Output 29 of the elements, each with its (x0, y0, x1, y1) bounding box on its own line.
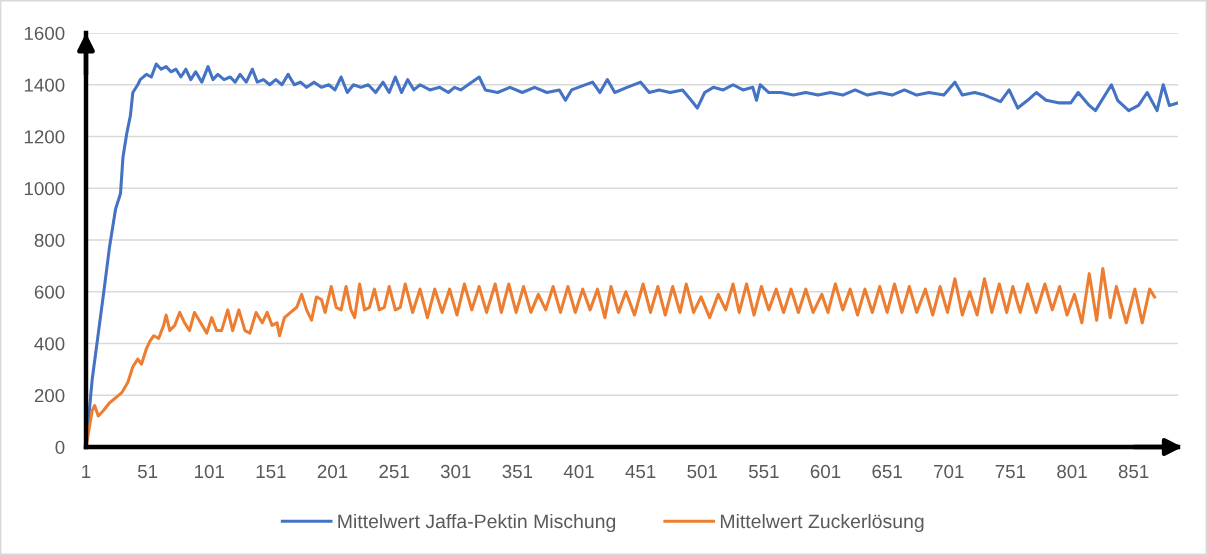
x-tick-label: 401 (563, 464, 594, 479)
x-tick-label: 101 (195, 464, 224, 479)
legend-label: Mittelwert Zuckerlösung (720, 513, 924, 533)
x-tick-label: 751 (995, 465, 1026, 479)
x-tick-label: 151 (256, 465, 286, 479)
y-tick-label: 800 (34, 233, 65, 247)
x-tick-label: 351 (502, 464, 533, 479)
x-tick-label: 251 (379, 464, 409, 479)
x-tick-label: 551 (748, 465, 779, 479)
y-tick-label: 1000 (24, 181, 65, 196)
y-tick-label: 1200 (24, 130, 65, 144)
x-tick-label: 451 (625, 465, 656, 479)
x-tick-label: 301 (440, 464, 471, 479)
y-tick-label: 400 (34, 337, 65, 351)
x-tick-label: 201 (317, 464, 348, 479)
x-tick-label: 851 (1118, 464, 1149, 479)
x-tick-label: 51 (137, 465, 158, 479)
x-tick-label: 1 (82, 465, 91, 478)
y-tick-label: 0 (55, 440, 65, 454)
x-tick-label: 701 (934, 464, 964, 479)
y-tick-label: 1400 (24, 78, 65, 92)
y-tick-label: 600 (34, 285, 65, 299)
y-tick-label: 1600 (24, 26, 65, 40)
x-tick-label: 601 (810, 464, 841, 479)
x-tick-label: 801 (1057, 464, 1087, 479)
x-tick-label: 651 (872, 464, 902, 479)
x-tick-label: 501 (687, 464, 717, 479)
legend-label: Mittelwert Jaffa-Pektin Mischung (338, 513, 616, 533)
y-tick-label: 200 (34, 388, 65, 403)
